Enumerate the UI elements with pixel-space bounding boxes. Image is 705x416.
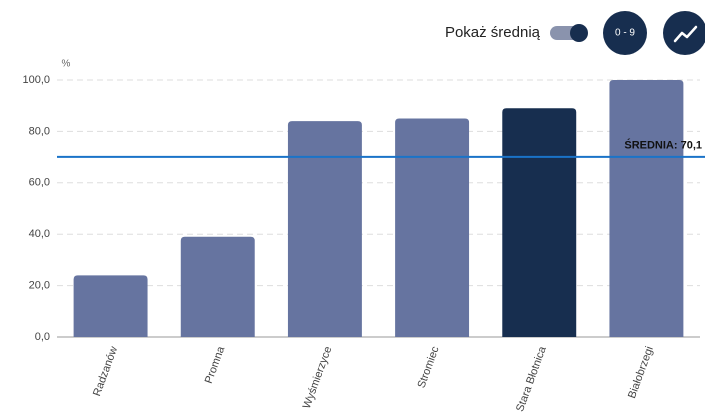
y-axis-label: % — [62, 59, 71, 70]
bar — [180, 236, 255, 337]
bar — [395, 118, 470, 337]
y-tick-label: 0,0 — [35, 331, 50, 343]
x-tick-label: Stromiec — [416, 344, 442, 389]
y-tick-label: 20,0 — [29, 280, 50, 292]
x-tick-label: Wyśmierzyce — [301, 345, 335, 410]
x-tick-label: Białobrzegi — [626, 345, 656, 400]
x-tick-label: Radzanów — [91, 345, 120, 398]
range-button[interactable]: 0 - 9 — [603, 11, 647, 55]
range-button-bg — [603, 11, 647, 55]
range-button-label: 0 - 9 — [615, 28, 635, 39]
average-label: ŚREDNIA: 70,1 — [624, 139, 702, 152]
toggle-knob — [570, 24, 588, 42]
y-tick-label: 100,0 — [22, 74, 50, 86]
bar — [73, 275, 148, 337]
trend-button-bg — [663, 11, 705, 55]
bar — [609, 80, 684, 337]
toggle[interactable] — [550, 24, 588, 42]
y-tick-label: 80,0 — [29, 125, 50, 137]
trend-button[interactable] — [663, 11, 705, 55]
x-tick-label: Promna — [203, 344, 228, 385]
toggle-label: Pokaż średnią — [445, 24, 541, 41]
bar — [287, 121, 362, 338]
y-tick-label: 40,0 — [29, 228, 50, 240]
x-tick-label: Stara Błotnica — [514, 344, 549, 413]
trend-icon — [673, 25, 698, 43]
bar — [502, 108, 577, 338]
y-tick-label: 60,0 — [29, 177, 50, 189]
